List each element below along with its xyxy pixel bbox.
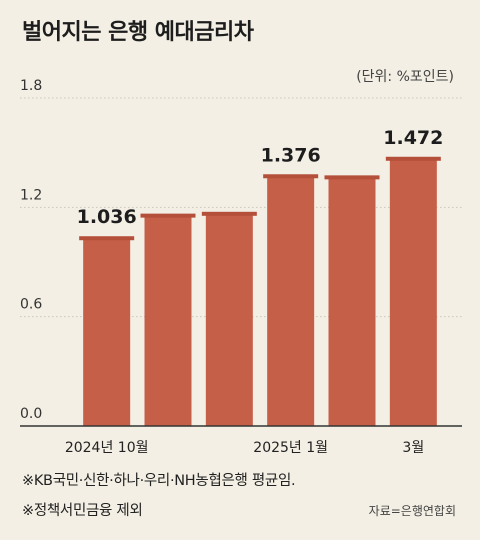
- bar-cap: [140, 213, 196, 218]
- chart-title: 벌어지는 은행 예대금리차: [22, 20, 254, 45]
- y-tick-label: 1.2: [20, 187, 42, 203]
- y-tick-label: 0.6: [20, 297, 42, 313]
- bar-cap: [324, 175, 380, 180]
- y-tick-label: 1.8: [20, 78, 42, 94]
- bar: [144, 214, 192, 426]
- bar-cap: [263, 174, 319, 179]
- y-tick-label: 0.0: [20, 406, 42, 422]
- bar-cap: [201, 211, 257, 216]
- bar: [83, 237, 131, 426]
- x-tick-label: 2025년 1월: [253, 440, 328, 456]
- bar: [389, 157, 437, 426]
- data-label: 1.376: [261, 144, 321, 166]
- data-label: 1.036: [77, 206, 137, 228]
- bar: [205, 212, 253, 426]
- x-tick-label: 3월: [402, 440, 424, 456]
- footnote-banks: ※KB국민·신한·하나·우리·NH농협은행 평균임.: [22, 473, 296, 489]
- x-tick-label: 2024년 10월: [65, 440, 149, 456]
- bar: [328, 176, 376, 426]
- unit-label: (단위: %포인트): [356, 69, 454, 85]
- footnote-exclusion: ※정책서민금융 제외: [22, 503, 143, 519]
- source-label: 자료=은행연합회: [368, 504, 456, 518]
- bar: [267, 175, 315, 426]
- data-label: 1.472: [383, 127, 443, 149]
- bar-cap: [385, 156, 441, 161]
- bar-cap: [79, 236, 135, 241]
